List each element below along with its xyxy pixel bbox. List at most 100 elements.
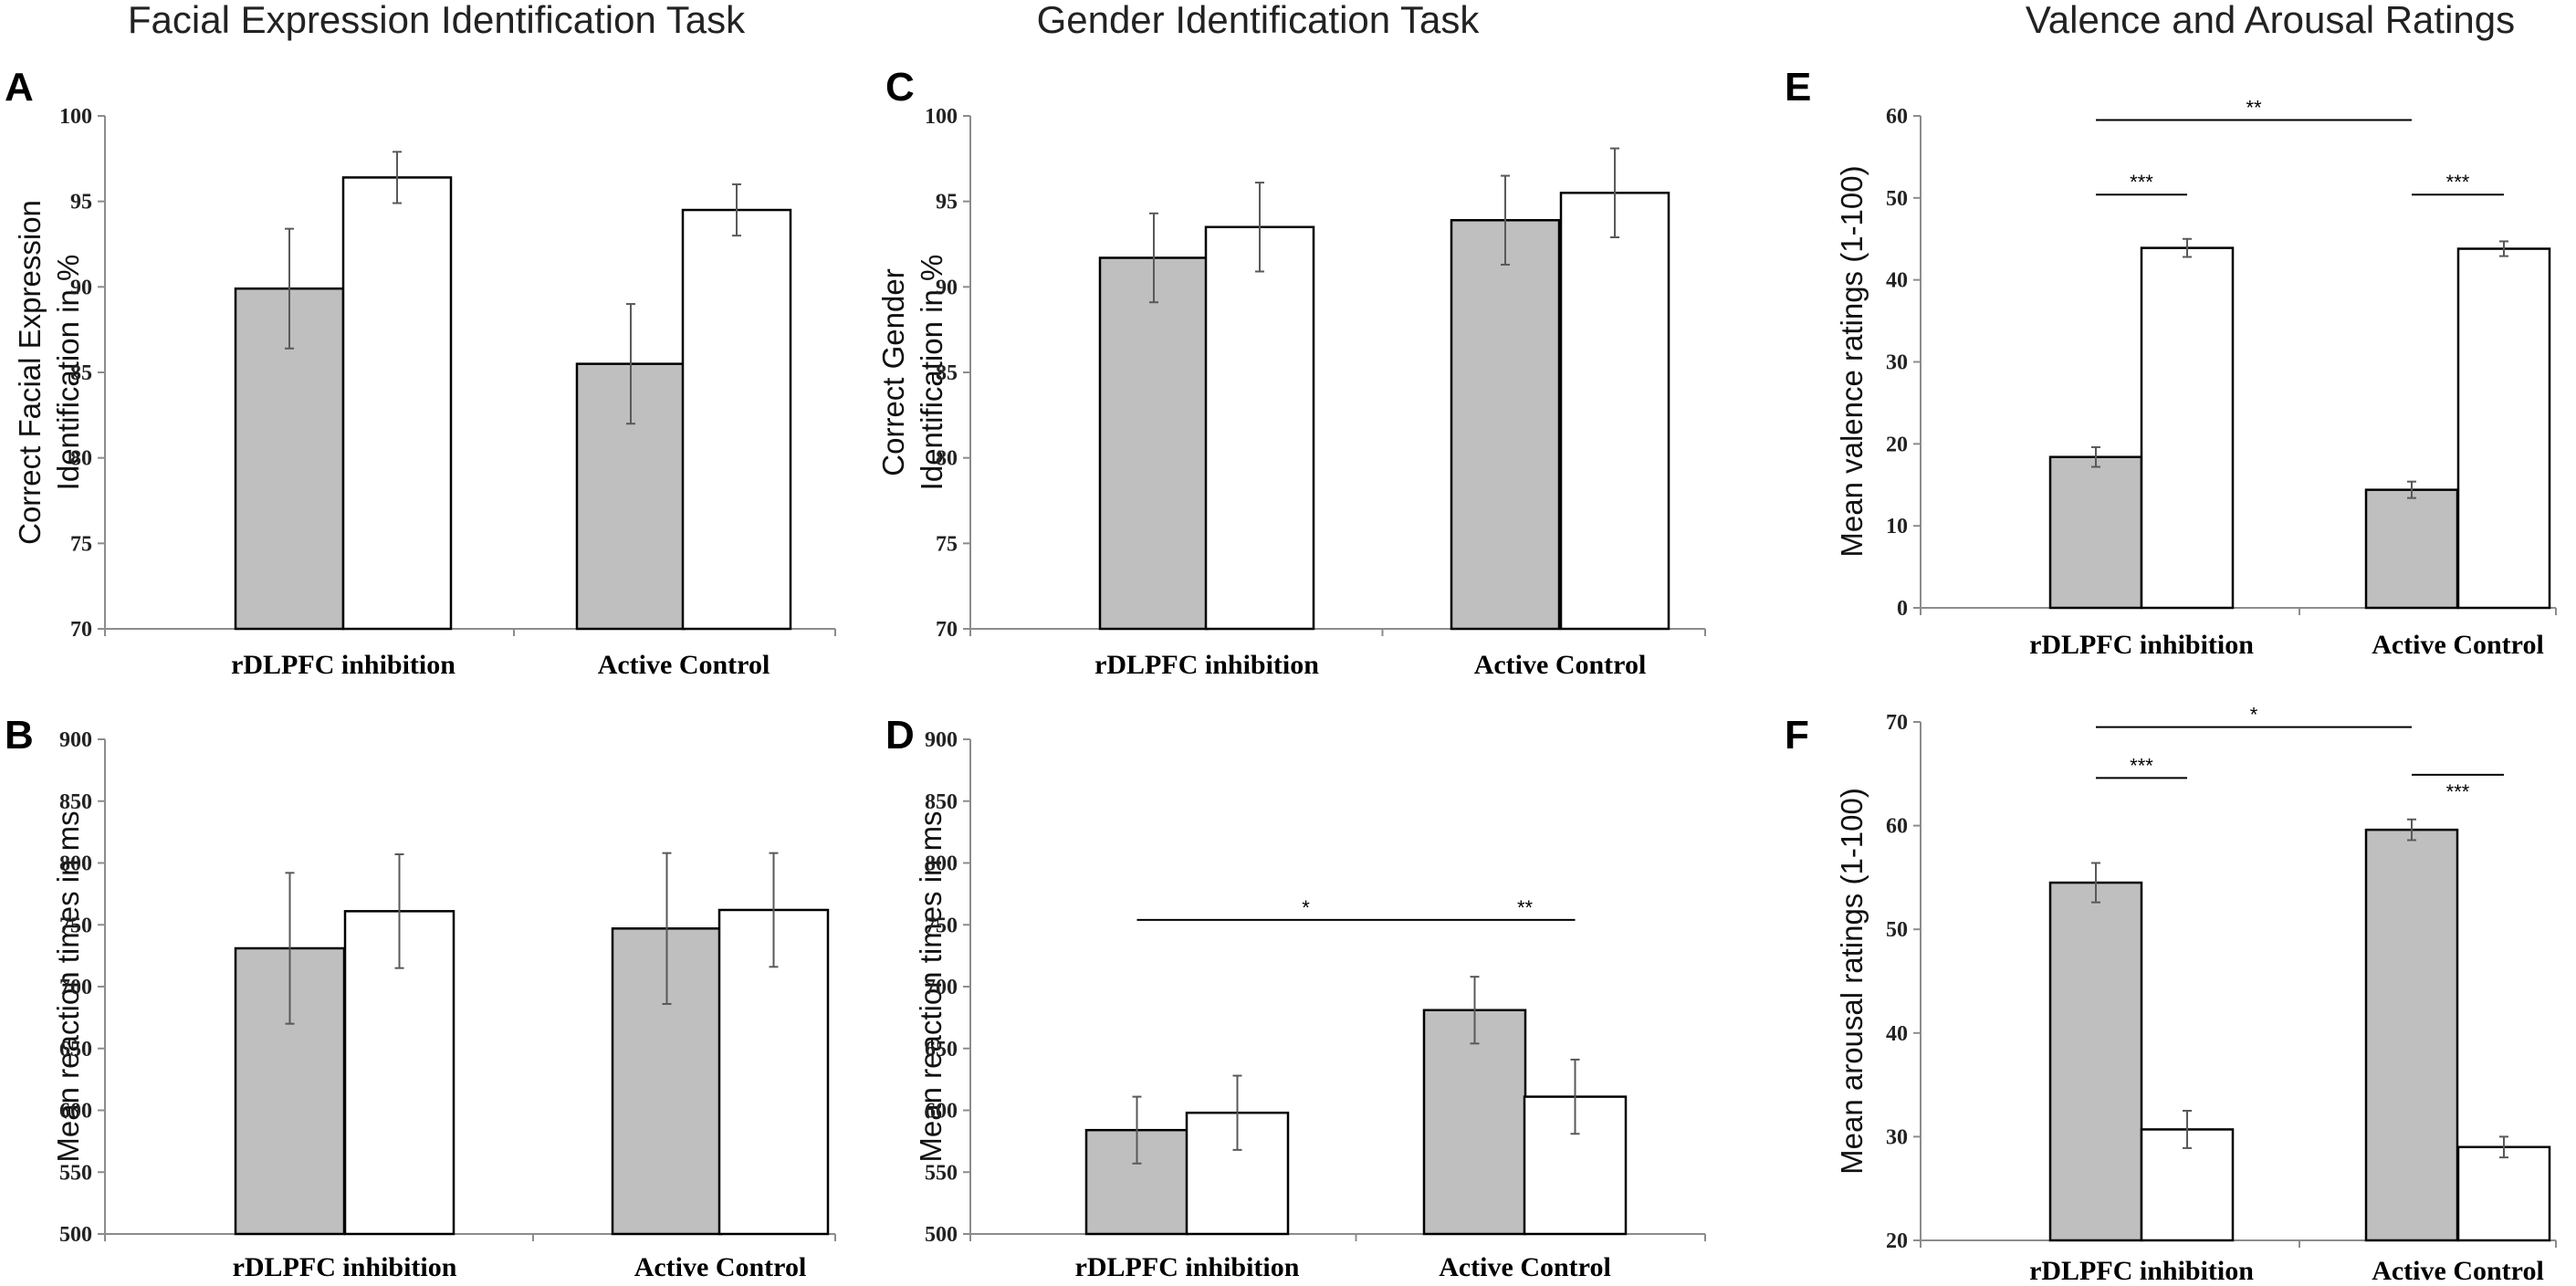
y-tick-label: 60 [1886,815,1908,839]
significance-label: *** [2446,171,2470,193]
significance-label: * [1302,896,1310,919]
y-tick-label: 90 [936,276,958,299]
y-tick-label: 600 [925,1100,958,1124]
y-tick-label: 100 [59,105,92,129]
y-tick-label: 85 [936,361,958,385]
y-tick-label: 30 [1886,351,1908,375]
panel-c: C Correct Gender Identification in % 70 75 80… [876,65,1706,680]
panel-a: A Correct Facial Expression Identification… [5,65,836,680]
y-axis-label: Mean reaction times in ms [914,810,948,1162]
y-tick-label: 650 [925,1038,958,1061]
x-category-label: rDLPFC inhibition [1094,650,1319,680]
x-category-label: Active Control [634,1252,807,1282]
y-tick-label: 80 [936,447,958,471]
y-tick-label: 90 [70,276,92,299]
significance-label: *** [2130,171,2153,193]
x-category-label: Active Control [2372,1256,2544,1286]
x-category-label: Active Control [2372,630,2544,660]
y-axis-label: Mean reaction times in ms [51,810,85,1162]
significance-label: *** [2446,780,2470,803]
x-category-label: Active Control [1439,1252,1611,1282]
y-axis-label: Mean valence ratings (1-100) [1835,165,1869,557]
panel-letter-f: F [1785,713,1809,758]
x-category-label: rDLPFC inhibition [1075,1252,1300,1282]
panel-letter-e: E [1785,65,1811,110]
y-tick-label: 850 [59,790,92,814]
panel-d: D Mean reaction times in ms 500 550 600 650 70… [885,713,1706,1282]
panel-f: F Mean arousal ratings (1-100) 20 30 40 50 60 7… [1785,704,2557,1286]
y-tick-label: 700 [59,976,92,999]
y-axis-label: Mean arousal ratings (1-100) [1835,788,1869,1175]
bar-c-white-0 [1204,225,1315,631]
y-tick-label: 50 [1886,918,1908,942]
bar-e-white-1 [2456,247,2551,610]
y-tick-label: 70 [936,618,958,642]
panel-b: B Mean reaction times in ms 500 550 600 650 70… [5,713,836,1282]
y-tick-label: 900 [59,728,92,752]
x-category-label: rDLPFC inhibition [231,650,456,680]
y-tick-label: 20 [1886,433,1908,456]
x-category-label: rDLPFC inhibition [233,1252,457,1282]
y-tick-label: 70 [70,618,92,642]
y-tick-label: 500 [925,1223,958,1247]
y-tick-label: 900 [925,728,958,752]
y-tick-label: 75 [70,532,92,556]
bar-d-grey-1 [1422,1009,1527,1236]
y-tick-label: 10 [1886,515,1908,538]
significance-label: *** [2130,754,2153,777]
y-tick-label: 95 [936,191,958,214]
y-axis-label: Identification in % [51,255,85,491]
y-tick-label: 100 [925,105,958,129]
significance-label: ** [2246,96,2262,119]
title-gender: Gender Identification Task [1037,0,1481,41]
title-valence-arousal: Valence and Arousal Ratings [2026,0,2515,41]
panel-e: E Mean valence ratings (1-100) 0 10 20 30 40 50… [1785,65,2557,660]
significance-label: ** [1517,896,1534,919]
y-tick-label: 40 [1886,269,1908,293]
bar-a-white-1 [681,208,792,631]
panel-letter-c: C [885,65,915,110]
y-tick-label: 60 [1886,105,1908,129]
y-tick-label: 85 [70,361,92,385]
y-tick-label: 0 [1897,597,1908,621]
bar-c-grey-0 [1098,256,1209,631]
y-tick-label: 550 [925,1161,958,1185]
significance-label: * [2250,704,2258,727]
y-tick-label: 30 [1886,1125,1908,1149]
x-category-label: Active Control [598,650,770,680]
y-tick-label: 750 [925,914,958,937]
y-tick-label: 500 [59,1223,92,1247]
y-tick-label: 800 [59,852,92,876]
panel-letter-b: B [5,713,34,758]
y-tick-label: 20 [1886,1229,1908,1253]
y-axis-label: Identification in % [915,255,948,491]
bar-f-grey-0 [2048,881,2143,1242]
y-tick-label: 80 [70,447,92,471]
y-tick-label: 75 [936,532,958,556]
y-tick-label: 70 [1886,711,1908,735]
x-category-label: rDLPFC inhibition [2029,1256,2254,1286]
y-tick-label: 800 [925,852,958,876]
y-axis-label: Correct Facial Expression [13,200,47,545]
y-tick-label: 750 [59,914,92,937]
panel-letter-d: D [885,713,915,758]
y-tick-label: 95 [70,191,92,214]
bar-c-grey-1 [1450,219,1561,631]
y-tick-label: 700 [925,976,958,999]
bar-e-grey-1 [2364,488,2459,610]
y-tick-label: 550 [59,1161,92,1185]
y-tick-label: 600 [59,1100,92,1124]
bar-a-white-0 [341,176,453,631]
bar-f-grey-1 [2364,828,2459,1242]
x-category-label: Active Control [1474,650,1647,680]
y-tick-label: 650 [59,1038,92,1061]
bar-c-white-1 [1559,192,1670,631]
y-tick-label: 850 [925,790,958,814]
bar-e-grey-0 [2048,455,2143,610]
panel-letter-a: A [5,65,34,110]
y-tick-label: 40 [1886,1022,1908,1046]
title-facial-expression: Facial Expression Identification Task [128,0,746,41]
x-category-label: rDLPFC inhibition [2029,630,2254,660]
bar-f-white-1 [2456,1145,2551,1242]
